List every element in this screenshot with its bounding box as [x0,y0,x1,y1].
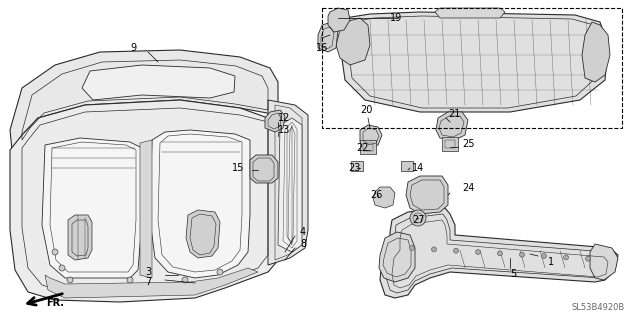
Circle shape [431,247,436,252]
Polygon shape [328,8,350,32]
Polygon shape [435,8,505,18]
Text: 4: 4 [300,227,306,237]
Circle shape [59,265,65,271]
Circle shape [541,254,547,258]
Text: 20: 20 [360,105,372,115]
Polygon shape [340,12,608,112]
Polygon shape [336,18,370,65]
Bar [445,140,455,148]
Polygon shape [590,244,618,280]
Polygon shape [82,65,235,100]
Bar [360,140,376,154]
Circle shape [563,255,568,260]
Polygon shape [278,118,302,252]
Polygon shape [265,110,285,132]
Polygon shape [140,140,152,278]
Polygon shape [150,130,250,278]
Polygon shape [10,50,278,150]
Circle shape [497,251,502,256]
Text: 9: 9 [130,43,136,53]
Polygon shape [379,232,415,282]
Text: 15: 15 [232,163,244,173]
Polygon shape [45,268,258,298]
Circle shape [410,210,426,226]
Polygon shape [186,210,220,258]
Text: 21: 21 [448,109,460,119]
Polygon shape [318,22,338,52]
Circle shape [410,246,415,250]
Text: 12: 12 [278,113,291,123]
Polygon shape [436,112,468,140]
Polygon shape [360,125,382,147]
Circle shape [520,252,525,257]
Bar [322,8,622,128]
Polygon shape [42,138,142,278]
Text: 7: 7 [145,277,151,287]
Text: 26: 26 [370,190,382,200]
Polygon shape [68,215,92,260]
Text: 13: 13 [278,125,291,135]
Text: FR.: FR. [46,298,64,308]
Text: 23: 23 [348,163,360,173]
Polygon shape [250,155,278,183]
Polygon shape [582,22,610,82]
Text: 1: 1 [548,257,554,267]
Polygon shape [373,187,395,208]
Bar [401,161,413,171]
Text: 22: 22 [356,143,369,153]
Bar [442,137,458,151]
Polygon shape [10,100,280,302]
Bar [363,143,373,151]
Circle shape [476,249,481,255]
Text: 24: 24 [462,183,474,193]
Bar [351,161,363,171]
Text: SL53B4920B: SL53B4920B [572,303,625,313]
Circle shape [182,277,188,283]
Circle shape [52,249,58,255]
Text: 19: 19 [390,13,403,23]
Text: 25: 25 [462,139,474,149]
Circle shape [217,269,223,275]
Text: 8: 8 [300,239,306,249]
Polygon shape [380,208,618,298]
Circle shape [67,277,73,283]
Circle shape [454,248,458,253]
Circle shape [586,256,591,261]
Text: 5: 5 [510,269,516,279]
Text: 27: 27 [412,215,424,225]
Polygon shape [268,100,308,265]
Text: 16: 16 [316,43,328,53]
Text: 3: 3 [145,267,151,277]
Circle shape [127,277,133,283]
Polygon shape [406,176,448,214]
Text: 14: 14 [412,163,424,173]
